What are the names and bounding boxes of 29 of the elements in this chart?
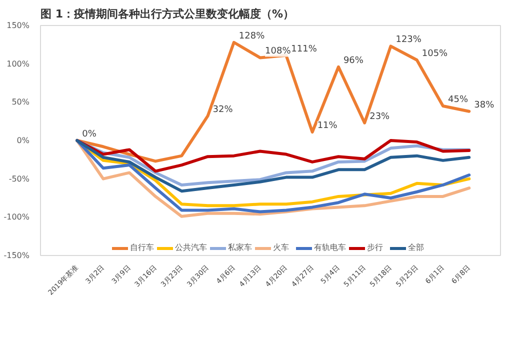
- line-series: [76, 40, 471, 163]
- data-label: 111%: [291, 44, 318, 54]
- legend-label: 有轨电车: [314, 242, 346, 253]
- data-label: 123%: [396, 35, 422, 46]
- legend-label: 步行: [367, 242, 384, 253]
- data-label: 128%: [238, 31, 266, 42]
- data-label: 0%: [82, 130, 97, 140]
- data-label: 108%: [265, 46, 292, 57]
- data-label: 38%: [474, 100, 495, 110]
- chart-title: 图 1：疫情期间各种出行方式公里数变化幅度（%）: [40, 8, 294, 20]
- y-tick-label: -100%: [4, 212, 30, 222]
- y-tick-label: 50%: [12, 98, 30, 107]
- y-tick-label: 0%: [16, 136, 30, 145]
- legend-label: 自行车: [130, 242, 154, 253]
- y-tick-label: 100%: [6, 59, 30, 68]
- data-label: 96%: [343, 56, 364, 66]
- legend-label: 公共汽车: [175, 242, 207, 253]
- data-label: 11%: [317, 121, 338, 132]
- data-label: 23%: [370, 112, 390, 122]
- data-label: 32%: [212, 104, 234, 115]
- data-label: 45%: [448, 95, 468, 105]
- y-tick-label: 150%: [6, 21, 30, 30]
- legend-label: 全部: [408, 242, 425, 253]
- y-tick-label: -150%: [4, 251, 30, 260]
- legend-label: 私家车: [228, 242, 252, 253]
- line-series: [76, 139, 471, 173]
- y-tick-label: -50%: [8, 174, 30, 184]
- legend-label: 火车: [273, 242, 290, 253]
- data-label: 105%: [422, 49, 448, 59]
